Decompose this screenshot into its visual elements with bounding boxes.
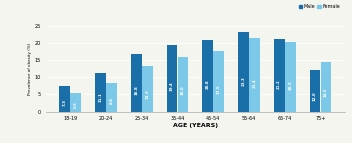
Bar [131,54,142,112]
Bar [309,70,320,112]
Bar [285,42,296,112]
Bar [274,39,284,112]
Text: 23.3: 23.3 [241,76,245,86]
Text: 14.5: 14.5 [324,88,328,97]
X-axis label: AGE (YEARS): AGE (YEARS) [173,123,218,128]
Bar [213,51,224,112]
Text: 19.4: 19.4 [170,81,174,91]
Text: 8.4: 8.4 [109,97,114,104]
Text: 20.8: 20.8 [206,80,210,89]
Text: 20.3: 20.3 [288,80,292,90]
Legend: Male, Female: Male, Female [297,2,342,11]
Y-axis label: Prevalence of obesity (%): Prevalence of obesity (%) [28,42,32,95]
Bar [166,45,177,112]
Bar [178,57,188,112]
Bar [106,83,117,112]
Text: 16.8: 16.8 [134,85,138,95]
Bar [59,87,70,112]
Bar [249,38,260,112]
Text: 16.0: 16.0 [181,86,185,96]
Bar [70,93,81,112]
Text: 5.5: 5.5 [74,101,78,108]
Bar [321,62,331,112]
Text: 21.2: 21.2 [277,79,281,89]
Bar [95,74,106,112]
Text: 12.0: 12.0 [313,91,317,101]
Text: 13.3: 13.3 [145,89,149,99]
Bar [202,40,213,112]
Text: 7.3: 7.3 [63,99,67,106]
Text: 21.4: 21.4 [252,79,257,88]
Text: 17.5: 17.5 [217,84,221,94]
Text: 11.1: 11.1 [99,92,102,102]
Bar [142,66,153,112]
Bar [238,32,249,112]
